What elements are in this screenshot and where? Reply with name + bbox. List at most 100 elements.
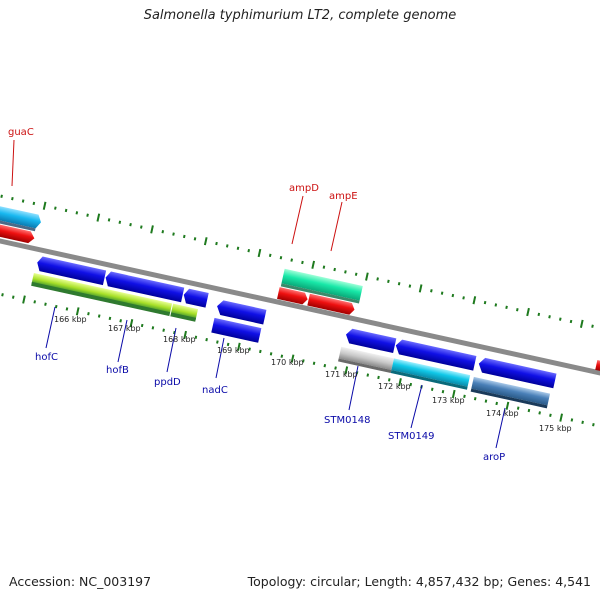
upper-scale-tick — [140, 225, 143, 229]
label-ampE[interactable]: ampE — [329, 191, 358, 202]
cds-guaC[interactable] — [0, 221, 36, 244]
cds-hofC[interactable] — [36, 256, 107, 286]
leader-ampE — [330, 201, 343, 252]
kbp-label-169: 169 kbp — [217, 346, 250, 355]
genome-backbone — [0, 232, 600, 384]
label-ampD[interactable]: ampD — [289, 183, 319, 194]
cds-hofB[interactable] — [104, 271, 185, 303]
label-hofB[interactable]: hofB — [106, 365, 129, 376]
gene-STM0149-shadow — [390, 370, 468, 390]
leader-hofB — [117, 319, 128, 363]
lower-scale-tick — [441, 389, 445, 394]
lower-scale-tick — [44, 302, 47, 306]
upper-scale-tick — [129, 222, 132, 227]
cds-ampD[interactable] — [277, 287, 309, 305]
label-guaC[interactable]: guaC — [8, 127, 34, 138]
upper-scale-tick — [408, 284, 412, 288]
upper-scale-tick — [236, 246, 240, 250]
lower-scale-tick — [280, 354, 284, 358]
lower-scale-tick — [65, 307, 69, 311]
upper-scale-tick — [333, 267, 336, 272]
kbp-label-170: 170 kbp — [271, 358, 304, 367]
upper-scale-tick — [505, 305, 508, 310]
upper-scale-tick — [107, 218, 111, 222]
upper-scale-tick — [257, 248, 262, 258]
lower-scale-tick — [162, 328, 165, 332]
upper-scale-tick — [462, 296, 465, 300]
lower-scale-tick — [97, 314, 101, 318]
lower-scale-tick — [302, 359, 305, 363]
lower-scale-tick — [527, 408, 531, 413]
lower-scale-tick — [216, 340, 219, 344]
lower-scale-tick — [108, 316, 112, 321]
lower-scale-tick — [538, 411, 541, 415]
lower-scale-tick — [259, 349, 262, 354]
label-hofC[interactable]: hofC — [35, 352, 58, 363]
gene-STM0148[interactable] — [338, 346, 394, 371]
gene-ampD-shadow — [280, 283, 360, 304]
lower-scale-tick — [237, 342, 241, 351]
label-STM0148[interactable]: STM0148 — [324, 415, 371, 426]
upper-scale-tick — [558, 317, 562, 321]
gene-hof-operon-divider — [169, 303, 174, 317]
lower-scale-tick — [140, 323, 144, 328]
lower-scale-tick — [473, 397, 477, 401]
cds-ppdD[interactable] — [182, 288, 209, 308]
upper-scale-tick — [11, 196, 14, 201]
leader-nadC — [215, 337, 225, 379]
upper-scale-tick — [172, 232, 175, 236]
lower-scale-tick — [334, 366, 337, 370]
label-aroP[interactable]: aroP — [483, 452, 505, 463]
upper-scale-tick — [0, 194, 3, 198]
lower-scale-tick — [377, 375, 380, 380]
gene-STM0149[interactable] — [391, 358, 471, 387]
lower-scale-tick — [205, 337, 208, 342]
lower-scale-tick — [398, 378, 402, 387]
lower-scale-tick — [323, 363, 327, 368]
cds-nadC[interactable] — [211, 317, 262, 343]
kbp-label-173: 173 kbp — [432, 396, 465, 405]
cds-ampE[interactable] — [307, 293, 355, 316]
leader-guaC — [11, 139, 15, 187]
lower-scale-tick — [570, 418, 574, 422]
upper-scale-tick — [365, 272, 369, 281]
label-STM0149[interactable]: STM0149 — [388, 431, 435, 442]
upper-scale-tick — [516, 308, 519, 312]
upper-scale-tick — [96, 213, 101, 222]
upper-scale-tick — [311, 260, 316, 269]
kbp-label-171: 171 kbp — [325, 370, 358, 379]
upper-scale-tick — [418, 284, 423, 293]
cds-STM0149[interactable] — [394, 339, 477, 371]
upper-scale-tick — [203, 237, 208, 246]
upper-scale-tick — [591, 324, 594, 328]
label-ppdD[interactable]: ppdD — [154, 377, 181, 388]
gene-aroP[interactable] — [471, 376, 551, 406]
lower-scale-tick — [581, 420, 584, 425]
gene-guaC[interactable] — [0, 203, 42, 229]
label-nadC[interactable]: nadC — [202, 385, 228, 396]
cds-aroP[interactable] — [477, 357, 557, 389]
upper-scale-ticks — [0, 194, 594, 328]
gene-hof-operon[interactable] — [31, 273, 198, 320]
upper-scale-tick — [451, 293, 455, 298]
lower-scale-tick — [87, 312, 90, 316]
gene-ampD[interactable] — [281, 268, 363, 301]
upper-scale-tick — [548, 315, 551, 319]
upper-scale-tick — [472, 296, 477, 305]
kbp-label-168: 168 kbp — [163, 335, 196, 344]
upper-scale-tick — [494, 303, 498, 307]
upper-scale-tick — [440, 291, 444, 295]
gene-aroP-shadow — [470, 388, 548, 409]
bottom-gene-labels: hofC hofB ppdD nadC STM0148 STM0149 aroP — [35, 306, 506, 463]
upper-scale-tick — [537, 312, 541, 317]
cds-STM0148[interactable] — [344, 328, 397, 354]
upper-scale-tick — [430, 289, 433, 293]
reverse-strand-features — [31, 256, 557, 409]
cds-nadC-upper[interactable] — [215, 299, 267, 325]
lower-scale-tick — [484, 399, 488, 403]
upper-scale-tick — [86, 213, 89, 217]
kbp-label-175: 175 kbp — [539, 424, 572, 433]
lower-scale-tick — [516, 406, 520, 410]
upper-scale-tick — [268, 253, 272, 258]
upper-scale-tick — [54, 206, 57, 210]
